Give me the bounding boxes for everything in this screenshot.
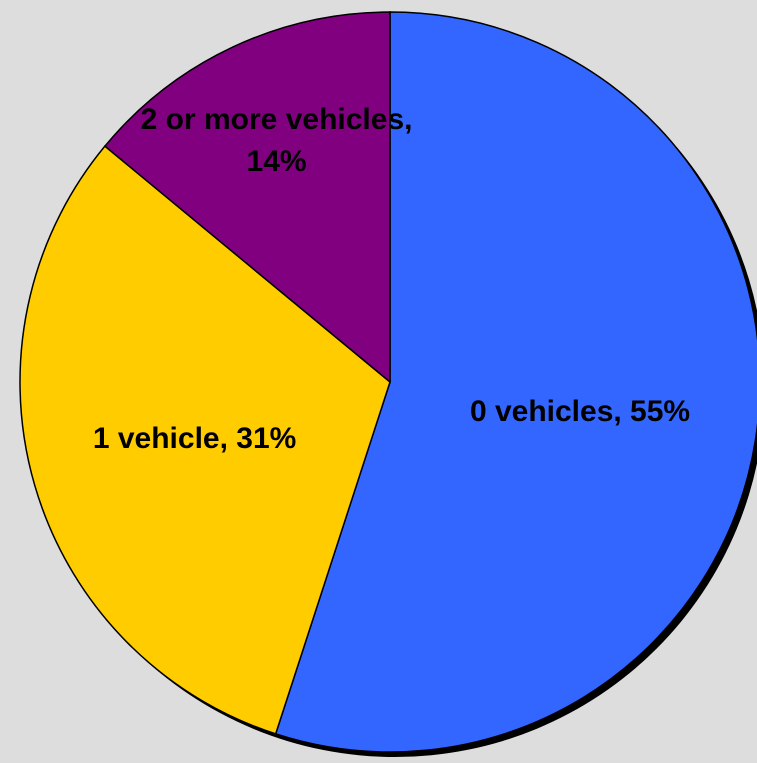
pie-slice bbox=[274, 11, 757, 753]
pie-slice bbox=[103, 11, 391, 384]
data-label: 0 vehicles, 55% bbox=[469, 395, 691, 429]
data-label: 2 or more vehicles, 14% bbox=[140, 102, 413, 178]
data-label: 1 vehicle, 31% bbox=[92, 421, 297, 455]
pie-slice bbox=[19, 145, 391, 735]
